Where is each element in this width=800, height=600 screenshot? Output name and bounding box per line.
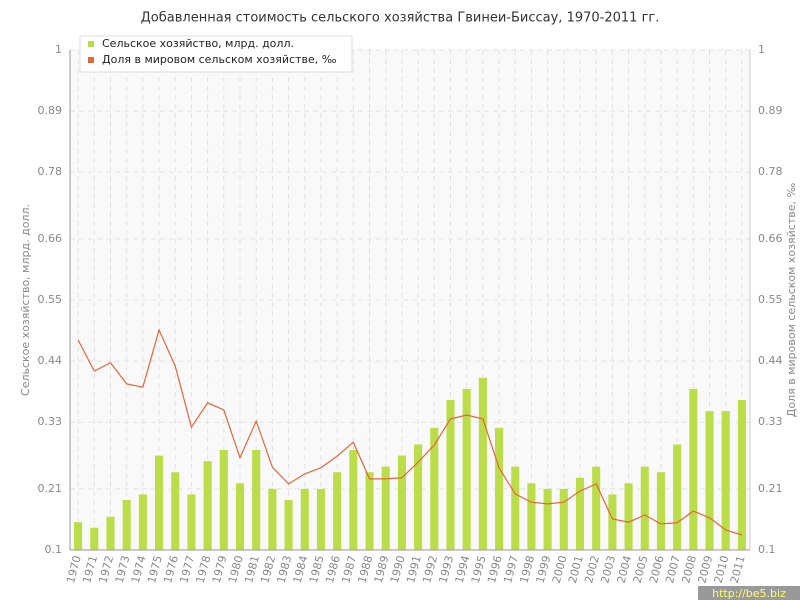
bar xyxy=(74,522,83,550)
bar xyxy=(333,472,342,550)
legend-label: Сельское хозяйство, млрд. долл. xyxy=(102,37,294,50)
y-tick-label: 0.1 xyxy=(45,543,63,556)
y2-tick-label: 0.21 xyxy=(758,482,783,495)
watermark: http://be5.biz xyxy=(712,587,786,600)
bar xyxy=(235,483,245,550)
bar xyxy=(462,388,471,550)
bar xyxy=(608,494,617,550)
bar xyxy=(381,466,390,550)
bar xyxy=(252,450,261,550)
watermark-bg xyxy=(698,586,800,600)
bar xyxy=(559,488,568,550)
line xyxy=(77,328,743,536)
bar xyxy=(365,472,374,550)
y2-tick-label: 0.33 xyxy=(758,415,783,428)
bar xyxy=(592,466,601,550)
bar xyxy=(300,488,309,550)
y2-tick-label: 0.55 xyxy=(758,293,783,306)
bar xyxy=(414,444,423,550)
bar xyxy=(527,483,536,550)
bar xyxy=(495,427,504,550)
bar xyxy=(284,500,293,550)
bar xyxy=(219,450,228,550)
y-axis-label: Сельское хозяйство, млрд. долл. xyxy=(19,204,32,396)
y2-axis-label: Доля в мировом сельском хозяйстве, ‰ xyxy=(785,183,798,418)
bar xyxy=(478,377,487,550)
bar xyxy=(349,450,358,550)
y2-tick-label: 0.89 xyxy=(758,104,783,117)
bar xyxy=(187,494,196,550)
bar xyxy=(316,488,325,550)
chart-title: Добавленная стоимость сельского хозяйств… xyxy=(141,11,660,26)
bar xyxy=(138,494,147,550)
bar xyxy=(575,477,585,550)
legend-label: Доля в мировом сельском хозяйстве, ‰ xyxy=(102,53,337,66)
bar xyxy=(90,527,99,550)
bar xyxy=(689,388,698,550)
legend-swatch xyxy=(88,41,94,47)
bar xyxy=(737,400,746,550)
y-tick-label: 0.44 xyxy=(38,354,63,367)
bar xyxy=(624,483,633,550)
y-tick-label: 0.66 xyxy=(38,232,63,245)
bar xyxy=(155,455,164,550)
legend xyxy=(79,35,353,73)
bar xyxy=(106,516,115,550)
bar xyxy=(673,444,682,550)
y2-tick-label: 0.44 xyxy=(758,354,783,367)
bar xyxy=(203,461,212,550)
y2-tick-label: 1 xyxy=(758,43,765,56)
bar xyxy=(543,488,552,550)
legend-swatch xyxy=(88,57,94,63)
bar xyxy=(705,411,714,550)
y-tick-label: 0.33 xyxy=(38,415,63,428)
bar xyxy=(511,466,520,550)
y-tick-label: 0.78 xyxy=(38,165,63,178)
bar xyxy=(640,466,649,550)
bar xyxy=(446,400,455,550)
plot-area xyxy=(70,50,750,550)
y2-tick-label: 0.78 xyxy=(758,165,783,178)
bar xyxy=(268,488,277,550)
bar xyxy=(430,427,439,550)
y-tick-label: 1 xyxy=(55,43,62,56)
y-tick-label: 0.55 xyxy=(38,293,63,306)
bar xyxy=(656,472,665,550)
bar xyxy=(397,455,406,550)
bar xyxy=(122,500,131,550)
y2-tick-label: 0.1 xyxy=(758,543,776,556)
y2-tick-label: 0.66 xyxy=(758,232,783,245)
y-tick-label: 0.21 xyxy=(38,482,63,495)
y-tick-label: 0.89 xyxy=(38,104,63,117)
bar xyxy=(171,472,180,550)
bar xyxy=(721,411,730,550)
